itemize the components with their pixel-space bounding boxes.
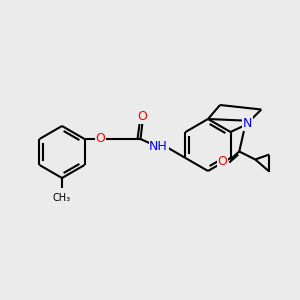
- Text: NH: NH: [149, 140, 168, 154]
- Text: CH₃: CH₃: [53, 193, 71, 203]
- Text: O: O: [96, 133, 106, 146]
- Text: O: O: [138, 110, 148, 124]
- Text: O: O: [217, 155, 227, 168]
- Text: N: N: [243, 117, 252, 130]
